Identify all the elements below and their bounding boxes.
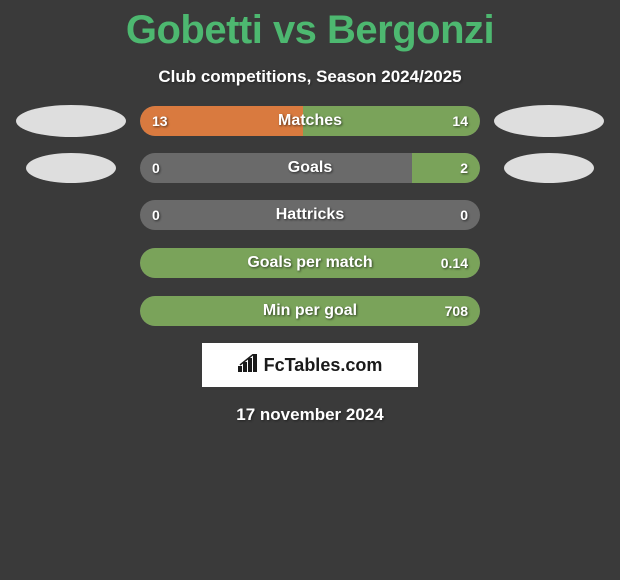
stat-row: Min per goal708 xyxy=(0,295,620,327)
chart-bars-icon xyxy=(238,354,260,377)
team-right-ellipse xyxy=(504,153,594,183)
stat-value-left: 0 xyxy=(152,153,160,183)
ellipse-spacer xyxy=(494,295,604,327)
stat-label: Goals xyxy=(140,153,480,183)
ellipse-spacer xyxy=(494,199,604,231)
team-left-ellipse xyxy=(26,153,116,183)
stat-bar: Goals0 2 xyxy=(140,153,480,183)
stat-label: Matches xyxy=(140,106,480,136)
ellipse-spacer xyxy=(16,295,126,327)
stat-value-left: 13 xyxy=(152,106,168,136)
stat-value-left: 0 xyxy=(152,200,160,230)
stat-value-right: 14 xyxy=(452,106,468,136)
stat-row: Goals0 2 xyxy=(0,153,620,183)
page-title: Gobetti vs Bergonzi xyxy=(0,0,620,53)
ellipse-spacer xyxy=(16,247,126,279)
stat-bar: Goals per match0.14 xyxy=(140,248,480,278)
stat-bar: Min per goal708 xyxy=(140,296,480,326)
stat-value-right: 0 xyxy=(460,200,468,230)
page-subtitle: Club competitions, Season 2024/2025 xyxy=(0,67,620,87)
stat-label: Goals per match xyxy=(140,248,480,278)
stat-value-right: 2 xyxy=(460,153,468,183)
stat-value-right: 0.14 xyxy=(441,248,468,278)
stat-row: Goals per match0.14 xyxy=(0,247,620,279)
date-text: 17 november 2024 xyxy=(0,405,620,425)
stat-row: Matches13 14 xyxy=(0,105,620,137)
stat-row: Hattricks0 0 xyxy=(0,199,620,231)
stat-bar: Matches13 14 xyxy=(140,106,480,136)
stat-value-right: 708 xyxy=(445,296,468,326)
logo-box: FcTables.com xyxy=(202,343,418,387)
logo-text: FcTables.com xyxy=(238,354,383,377)
ellipse-spacer xyxy=(494,247,604,279)
stat-label: Hattricks xyxy=(140,200,480,230)
logo-label: FcTables.com xyxy=(264,355,383,376)
stat-label: Min per goal xyxy=(140,296,480,326)
stat-bar: Hattricks0 0 xyxy=(140,200,480,230)
team-right-ellipse xyxy=(494,105,604,137)
ellipse-spacer xyxy=(16,199,126,231)
team-left-ellipse xyxy=(16,105,126,137)
stats-chart: Matches1314Goals02Hattricks00Goals per m… xyxy=(0,105,620,327)
